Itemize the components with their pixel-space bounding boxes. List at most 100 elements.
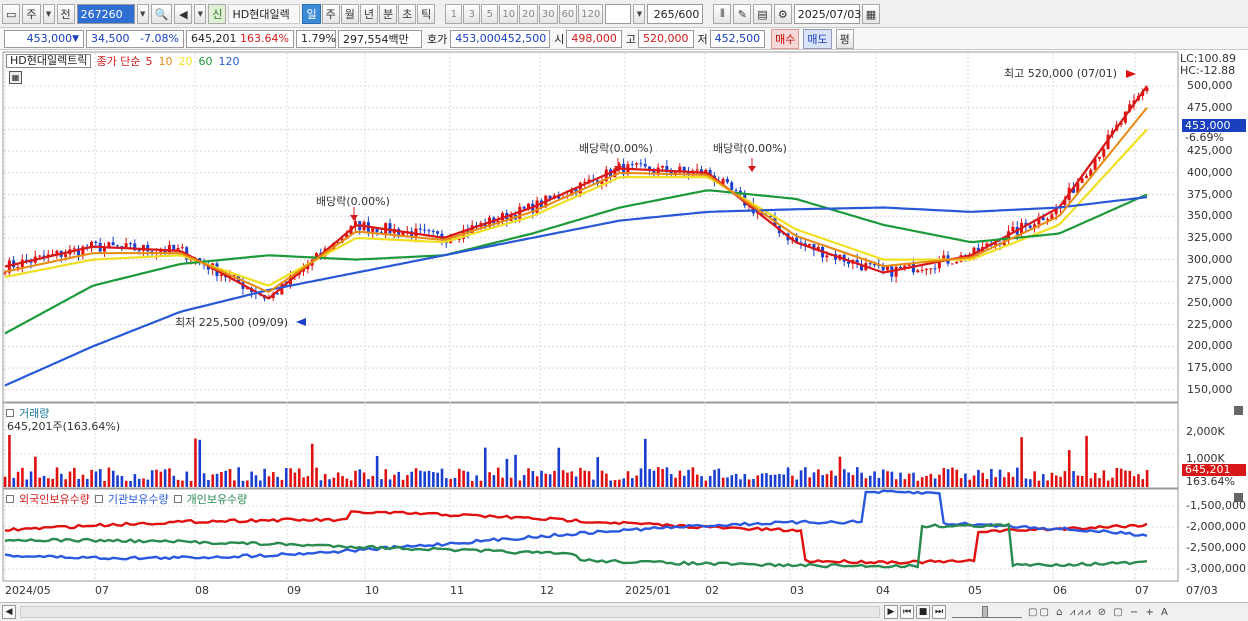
tab-5[interactable]: 초	[398, 4, 417, 24]
interval-3[interactable]: 3	[463, 4, 481, 24]
candle-body	[816, 247, 820, 251]
candle-body	[410, 231, 414, 238]
candle-body	[924, 268, 928, 271]
search-icon[interactable]: 🔍	[150, 4, 173, 24]
chart-scrollbar[interactable]: ◀ ▶ ⏮ ■ ⏭ ▢▢ ⌂ ⩘⩘⩘ ⊘ ▢ − + A	[0, 602, 1248, 621]
ma-120-label[interactable]: 120	[218, 54, 240, 68]
stop-icon[interactable]: ■	[916, 605, 930, 619]
interval-60[interactable]: 60	[558, 4, 578, 24]
zoom-slider[interactable]	[952, 606, 1022, 618]
candle-body	[371, 228, 375, 232]
interval-10[interactable]: 10	[499, 4, 519, 24]
retail-pane-icon[interactable]	[173, 495, 182, 503]
code-dropdown-icon[interactable]: ▼	[136, 4, 149, 24]
eval-button[interactable]: 평	[835, 28, 854, 49]
volume-bar	[453, 477, 457, 487]
scroll-tools[interactable]: ▢▢ ⌂ ⩘⩘⩘ ⊘ ▢ − + A	[1028, 606, 1170, 618]
sell-button[interactable]: 매도	[803, 28, 832, 49]
period-dropdown-icon[interactable]: ▼	[42, 4, 55, 24]
draw-icon[interactable]: ✎	[733, 4, 752, 24]
ma-60-label[interactable]: 60	[198, 54, 213, 68]
tab-4[interactable]: 분	[378, 4, 398, 24]
count-input[interactable]: 265/600	[647, 4, 704, 24]
gear-icon[interactable]: ⚙	[773, 4, 792, 24]
candle-body	[1024, 222, 1028, 226]
volume-bar	[176, 479, 180, 487]
volume-bar	[1024, 478, 1028, 487]
volume-bar	[479, 480, 483, 487]
tab-6[interactable]: 틱	[417, 4, 436, 24]
interval-1[interactable]: 1	[445, 4, 463, 24]
stock-name-tag[interactable]: HD현대일렉트릭	[6, 54, 92, 68]
calendar-icon[interactable]: ▦	[861, 4, 881, 24]
period-select[interactable]: 주	[22, 4, 41, 24]
candle-body	[942, 255, 946, 261]
volume-close-icon[interactable]	[1234, 406, 1243, 415]
candle-icon[interactable]: ⫴	[713, 4, 732, 24]
volume-bar	[1020, 437, 1023, 487]
candle-body	[1106, 134, 1110, 150]
candle-body	[738, 190, 742, 194]
scroll-right-icon[interactable]: ▶	[884, 605, 898, 619]
volume-bar	[354, 470, 357, 487]
interval-20[interactable]: 20	[519, 4, 538, 24]
volume-bar	[34, 456, 37, 487]
interval-input[interactable]	[605, 4, 632, 24]
volume-pane-icon[interactable]	[6, 409, 14, 417]
candle-body	[38, 255, 42, 257]
volume-bar	[47, 478, 50, 487]
volume-bar	[483, 447, 487, 487]
inst-pane-icon[interactable]	[94, 495, 103, 503]
time-tick: 2025/01	[625, 584, 671, 597]
volume-bar	[3, 476, 7, 487]
date-input[interactable]: 2025/07/03	[793, 4, 861, 24]
price-box: 453,000 ▼	[4, 29, 84, 48]
sound-dropdown-icon[interactable]: ▼	[194, 4, 207, 24]
tab-0[interactable]: 일	[302, 4, 321, 24]
sound-icon[interactable]: ◀︎	[174, 4, 193, 24]
ma-20-label[interactable]: 20	[178, 54, 193, 68]
candle-body	[518, 206, 522, 220]
layout-icon[interactable]: ▭	[2, 4, 21, 24]
ma-5-label[interactable]: 5	[145, 54, 153, 68]
volume-bar	[631, 478, 634, 487]
ma-legend: 5 10 20 60 120	[145, 55, 239, 68]
interval-120[interactable]: 120	[578, 4, 604, 24]
volume-bar	[137, 478, 141, 487]
scroll-left-icon[interactable]: ◀	[2, 605, 16, 619]
volume-bar	[509, 477, 513, 487]
ma-title: 종가 단순	[96, 55, 141, 68]
volume-bar	[77, 478, 80, 487]
interval-dropdown-icon[interactable]: ▼	[633, 4, 646, 24]
tab-3[interactable]: 년	[359, 4, 378, 24]
save-icon[interactable]: ▤	[753, 4, 772, 24]
volume-box: 645,201 163.64%	[186, 29, 294, 48]
ma-10-label[interactable]: 10	[158, 54, 173, 68]
ask-box: 453,000 452,500	[450, 29, 551, 48]
price-tick: 150,000	[1187, 382, 1233, 396]
tab-1[interactable]: 주	[321, 4, 340, 24]
candle-body	[124, 243, 128, 248]
stock-code-input[interactable]: 267260	[76, 4, 135, 24]
first-page-icon[interactable]: ⏮	[900, 605, 914, 619]
holders-close-icon[interactable]	[1234, 493, 1243, 502]
interval-30[interactable]: 30	[538, 4, 558, 24]
volume-badge: 645,201	[1182, 464, 1246, 476]
volume-bar	[734, 473, 738, 487]
kind-button[interactable]: 전	[56, 4, 75, 24]
low-box: 452,500	[709, 29, 766, 48]
period-label: 주	[26, 8, 37, 21]
buy-button[interactable]: 매수	[771, 28, 800, 49]
volume-bar	[458, 468, 461, 487]
interval-5[interactable]: 5	[481, 4, 499, 24]
price-tick: 475,000	[1187, 100, 1233, 114]
scroll-track[interactable]	[20, 606, 880, 618]
price-chart[interactable]	[0, 50, 1248, 602]
holders-pane-icon[interactable]	[6, 495, 14, 503]
candle-body	[431, 230, 435, 232]
candle-body	[232, 274, 236, 276]
volume-bar	[1063, 471, 1067, 487]
chart-settings-icon[interactable]: ▦	[9, 71, 22, 84]
next-page-icon[interactable]: ⏭	[932, 605, 946, 619]
tab-2[interactable]: 월	[340, 4, 359, 24]
